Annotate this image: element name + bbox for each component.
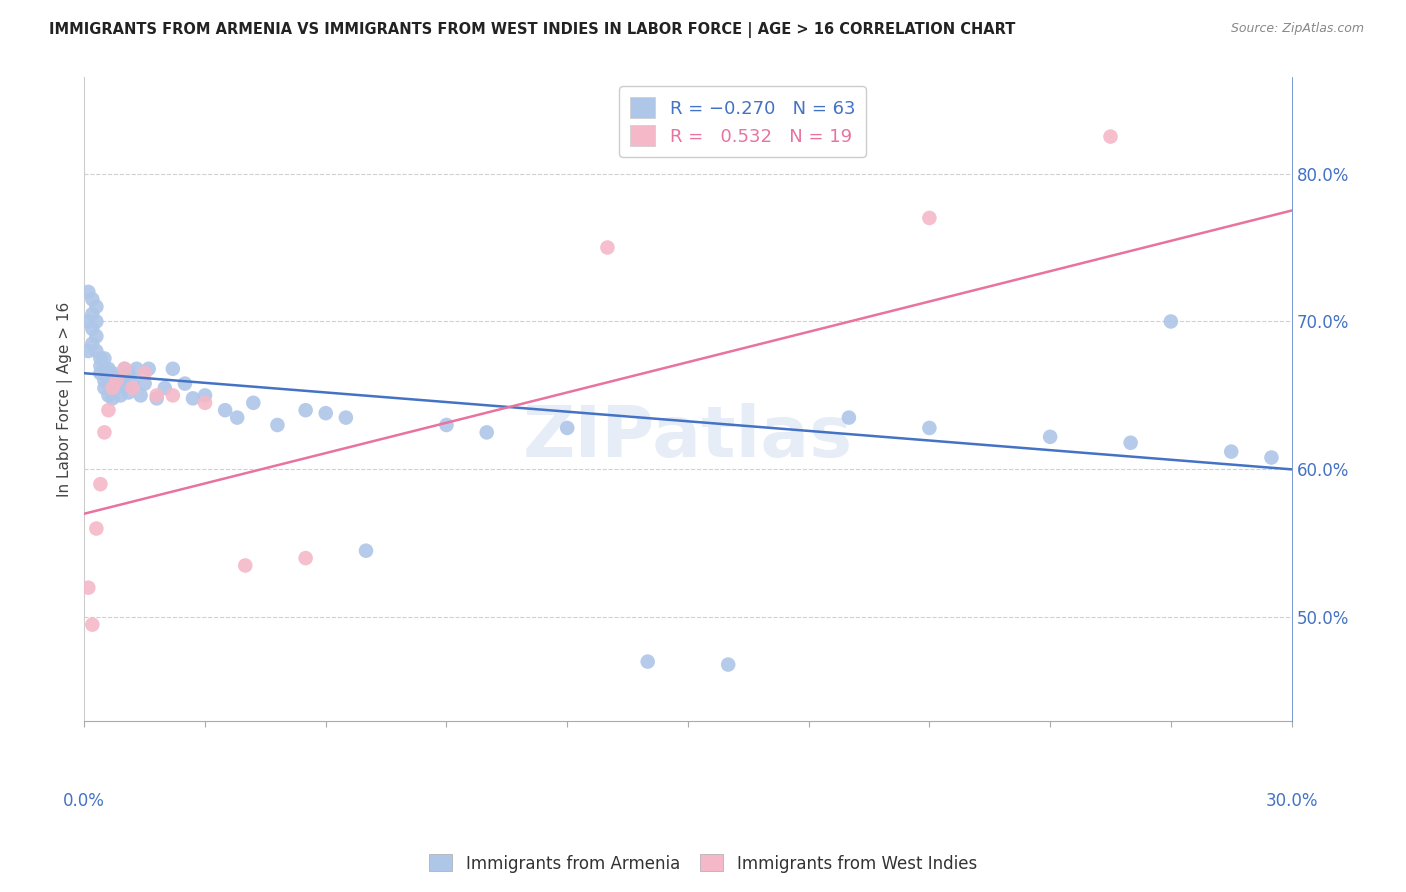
Point (114, 361, 136, 376)
Point (110, 388, 132, 402)
Point (1119, 435, 1142, 450)
Point (110, 374, 132, 388)
Point (101, 366, 124, 380)
Point (86, 314, 108, 328)
Point (233, 558, 256, 573)
Point (315, 406, 337, 420)
Point (838, 410, 860, 425)
Point (82, 307, 104, 321)
Point (121, 381, 143, 395)
Point (194, 388, 217, 402)
Point (174, 376, 197, 391)
Point (82, 293, 104, 307)
Point (117, 385, 139, 400)
Point (93, 381, 115, 395)
Point (134, 366, 156, 380)
Point (294, 403, 316, 417)
Point (97, 361, 120, 376)
Point (555, 421, 578, 435)
Point (93, 361, 115, 376)
Point (294, 551, 316, 566)
Point (918, 211, 941, 225)
Point (93, 425, 115, 440)
Text: ZIPatlas: ZIPatlas (523, 403, 853, 472)
Point (93, 351, 115, 366)
Legend: R = −0.270   N = 63, R =   0.532   N = 19: R = −0.270 N = 63, R = 0.532 N = 19 (619, 87, 866, 157)
Point (114, 376, 136, 391)
Point (82, 322, 104, 336)
Point (121, 376, 143, 391)
Point (1160, 314, 1182, 328)
Point (77, 581, 100, 595)
Point (162, 388, 184, 402)
Point (86, 300, 108, 314)
Point (194, 396, 217, 410)
Text: IMMIGRANTS FROM ARMENIA VS IMMIGRANTS FROM WEST INDIES IN LABOR FORCE | AGE > 16: IMMIGRANTS FROM ARMENIA VS IMMIGRANTS FR… (49, 22, 1015, 38)
Point (134, 376, 156, 391)
Point (145, 388, 167, 402)
Point (101, 392, 124, 406)
Point (89, 359, 111, 373)
Point (93, 374, 115, 388)
Point (214, 403, 236, 417)
Point (114, 361, 136, 376)
Point (436, 417, 458, 432)
Point (335, 410, 357, 425)
Point (89, 366, 111, 380)
Point (226, 410, 249, 425)
Point (89, 477, 111, 491)
Point (97, 388, 120, 402)
Point (86, 329, 108, 343)
Point (105, 370, 128, 384)
Point (354, 543, 377, 558)
Point (82, 336, 104, 351)
Point (1220, 444, 1243, 458)
Text: 0.0%: 0.0% (63, 792, 105, 810)
Point (162, 361, 184, 376)
Point (86, 344, 108, 359)
Point (129, 388, 152, 402)
Point (266, 417, 288, 432)
Point (1099, 129, 1122, 144)
Point (97, 403, 120, 417)
Legend: Immigrants from Armenia, Immigrants from West Indies: Immigrants from Armenia, Immigrants from… (422, 847, 984, 880)
Point (475, 425, 498, 440)
Point (101, 376, 124, 391)
Point (125, 361, 148, 376)
Point (86, 522, 108, 536)
Point (77, 344, 100, 359)
Point (138, 361, 160, 376)
Point (105, 381, 128, 395)
Point (153, 381, 176, 395)
Point (637, 655, 659, 669)
Point (596, 240, 619, 254)
Point (82, 617, 104, 632)
Point (89, 351, 111, 366)
Point (101, 381, 124, 395)
Y-axis label: In Labor Force | Age > 16: In Labor Force | Age > 16 (58, 301, 73, 497)
Point (1260, 450, 1282, 465)
Text: Source: ZipAtlas.com: Source: ZipAtlas.com (1230, 22, 1364, 36)
Point (105, 374, 128, 388)
Point (918, 421, 941, 435)
Text: 30.0%: 30.0% (1265, 792, 1317, 810)
Point (117, 366, 139, 380)
Point (181, 392, 204, 406)
Point (242, 396, 264, 410)
Point (717, 657, 740, 672)
Point (1039, 430, 1062, 444)
Point (77, 285, 100, 299)
Point (97, 376, 120, 391)
Point (145, 392, 167, 406)
Point (77, 314, 100, 328)
